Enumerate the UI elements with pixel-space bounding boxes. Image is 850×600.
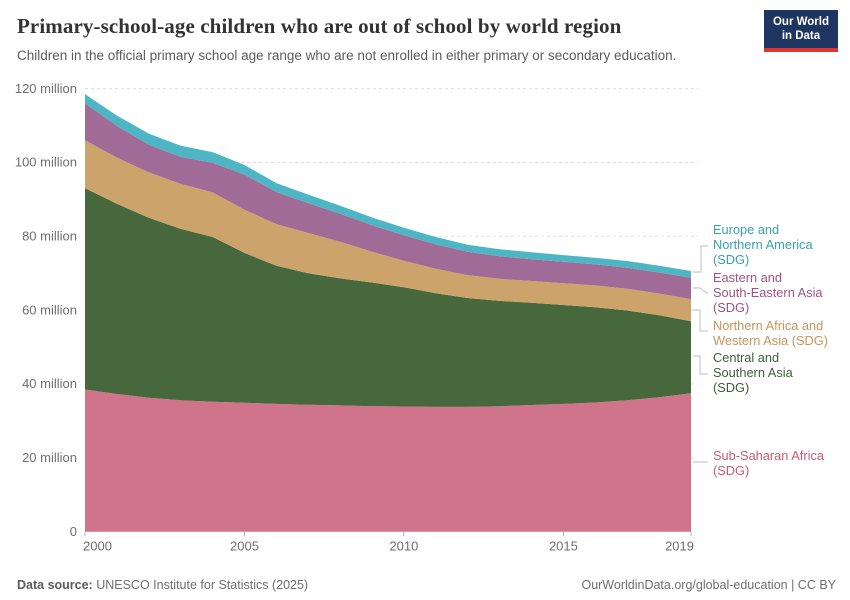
legend-connector-eastern-south-eastern-asia	[693, 287, 709, 295]
legend-label-central-southern-asia[interactable]: Central and Southern Asia (SDG)	[713, 350, 793, 396]
x-axis-label-2005: 2005	[230, 539, 259, 554]
y-axis-label-0: 0	[70, 524, 77, 539]
data-source: Data source: UNESCO Institute for Statis…	[17, 578, 308, 592]
legend-label-europe-northern-america[interactable]: Europe and Northern America (SDG)	[713, 222, 813, 268]
legend-connector-central-southern-asia	[693, 355, 708, 375]
y-axis-label-40: 40 million	[22, 376, 77, 391]
area-eastern-south-eastern-asia[interactable]	[85, 103, 691, 300]
area-sub-saharan-africa[interactable]	[85, 389, 691, 532]
owid-logo[interactable]: Our World in Data	[763, 10, 838, 52]
x-axis-label-2010: 2010	[389, 539, 418, 554]
legend-connector-europe-northern-america	[693, 245, 708, 273]
chart-footer: Data source: UNESCO Institute for Statis…	[0, 578, 850, 592]
legend-connector-northern-africa-western-asia	[693, 309, 708, 332]
y-axis-label-100: 100 million	[15, 155, 77, 170]
legend-label-northern-africa-western-asia[interactable]: Northern Africa and Western Asia (SDG)	[713, 318, 828, 349]
y-axis-label-120: 120 million	[15, 81, 77, 96]
y-axis-label-20: 20 million	[22, 450, 77, 465]
x-axis-label-2000: 2000	[83, 539, 112, 554]
page-title: Primary-school-age children who are out …	[17, 14, 622, 38]
owid-logo-line2: in Data	[781, 30, 821, 43]
area-central-southern-asia[interactable]	[85, 188, 691, 407]
x-axis-label-2019: 2019	[665, 539, 694, 554]
footer-link[interactable]: OurWorldinData.org/global-education | CC…	[581, 578, 836, 592]
y-axis-label-60: 60 million	[22, 302, 77, 317]
legend-label-eastern-south-eastern-asia[interactable]: Eastern and South-Eastern Asia (SDG)	[713, 270, 823, 316]
legend-label-sub-saharan-africa[interactable]: Sub-Saharan Africa (SDG)	[713, 448, 824, 479]
area-northern-africa-western-asia[interactable]	[85, 140, 691, 322]
y-axis-label-80: 80 million	[22, 229, 77, 244]
chart-subtitle: Children in the official primary school …	[17, 48, 677, 63]
x-axis-label-2015: 2015	[549, 539, 578, 554]
data-source-label: Data source:	[17, 578, 93, 592]
owid-logo-line1: Our World	[772, 16, 829, 28]
data-source-value: UNESCO Institute for Statistics (2025)	[92, 578, 309, 592]
